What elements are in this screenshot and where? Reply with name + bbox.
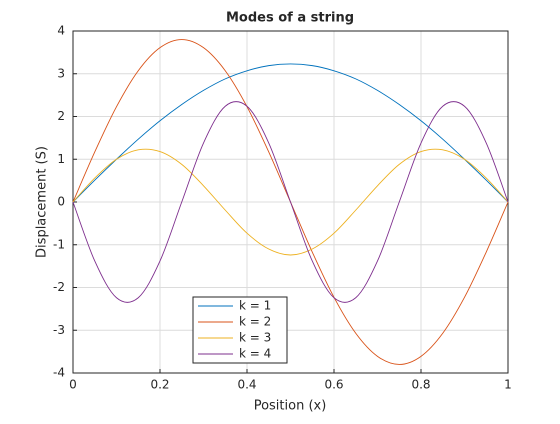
legend-box <box>192 296 288 364</box>
y-tick-label: -3 <box>53 323 65 337</box>
legend-label: k = 4 <box>239 347 271 361</box>
legend-label: k = 3 <box>239 331 271 345</box>
y-tick-label: 4 <box>57 24 65 38</box>
x-axis-label: Position (x) <box>254 399 327 414</box>
series-line <box>72 101 509 303</box>
chart-title: Modes of a string <box>226 11 354 26</box>
y-tick-label: -1 <box>53 237 65 251</box>
x-tick-label: 0.6 <box>324 378 343 392</box>
y-tick-label: -2 <box>53 280 65 294</box>
y-tick-label: -4 <box>53 366 65 380</box>
x-tick-label: 0.4 <box>237 378 256 392</box>
y-tick-label: 2 <box>57 109 65 123</box>
y-tick-label: 3 <box>57 66 65 80</box>
x-tick-label: 1 <box>504 378 512 392</box>
y-tick-label: 0 <box>57 195 65 209</box>
x-tick-label: 0.2 <box>150 378 169 392</box>
x-tick-label: 0 <box>69 378 77 392</box>
y-tick-label: 1 <box>57 152 65 166</box>
series-line <box>72 63 509 203</box>
x-tick-label: 0.8 <box>411 378 430 392</box>
series-line <box>72 148 509 256</box>
y-axis-label: Displacement (S) <box>35 146 50 258</box>
legend-label: k = 1 <box>239 299 271 313</box>
legend-label: k = 2 <box>239 315 271 329</box>
